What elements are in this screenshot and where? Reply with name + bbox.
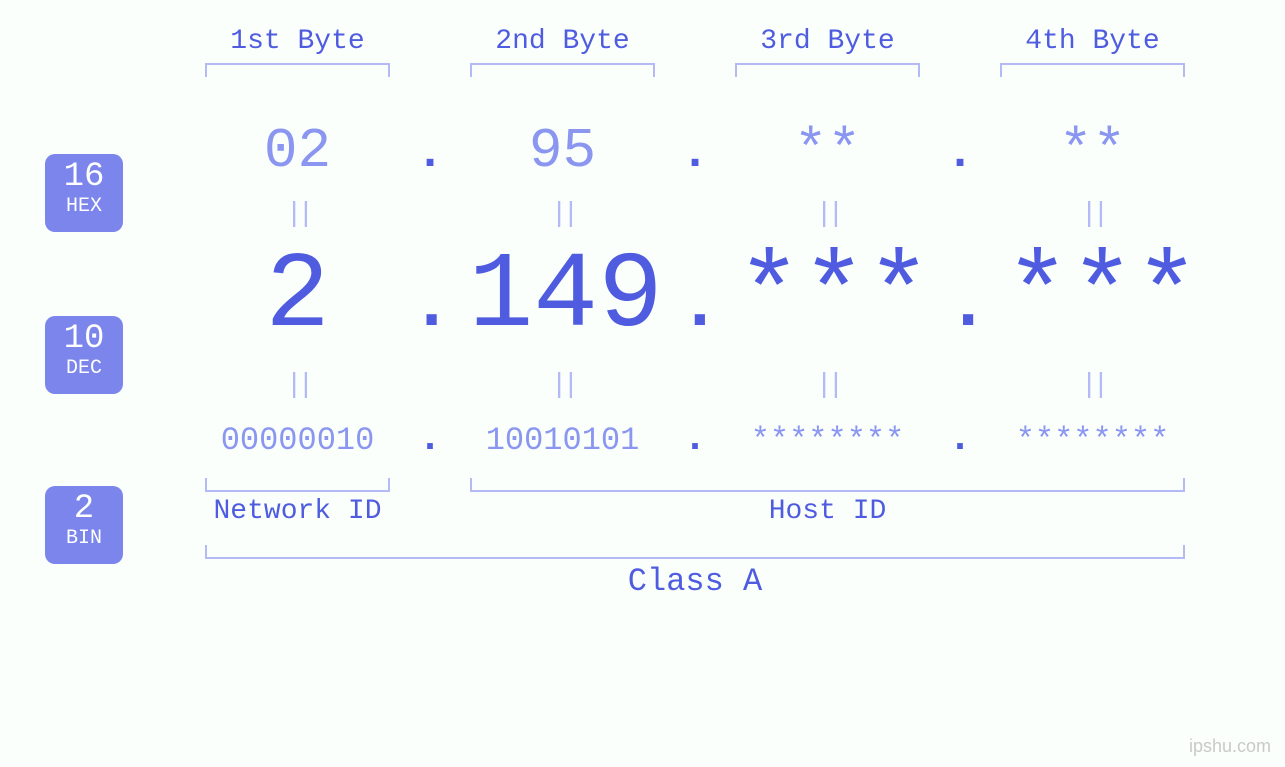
byte-header-1-label: 1st Byte xyxy=(185,26,410,57)
hex-byte-1: 02 xyxy=(185,119,410,183)
base-badge-bin: 2 BIN xyxy=(45,486,123,564)
host-id-bracket xyxy=(470,478,1185,492)
byte-header-2-label: 2nd Byte xyxy=(450,26,675,57)
bin-byte-2: 10010101 xyxy=(450,422,675,459)
hex-sep-3: . xyxy=(940,127,980,181)
base-badge-hex-num: 16 xyxy=(45,160,123,194)
network-id-label: Network ID xyxy=(185,496,410,527)
dec-byte-2: 149 xyxy=(453,236,678,358)
bin-byte-1: 00000010 xyxy=(185,422,410,459)
top-bracket-2 xyxy=(470,63,655,77)
dec-byte-3: *** xyxy=(721,236,946,358)
hex-byte-3: ** xyxy=(715,119,940,183)
equals-1-1: || xyxy=(185,199,410,230)
base-badge-dec: 10 DEC xyxy=(45,316,123,394)
base-badge-bin-label: BIN xyxy=(45,526,123,552)
bin-row: 00000010 . 10010101 . ******** . *******… xyxy=(185,417,1245,462)
equals-row-1: || || || || xyxy=(185,199,1245,230)
bin-sep-2: . xyxy=(675,417,715,462)
class-bracket xyxy=(205,545,1185,559)
base-badge-hex-label: HEX xyxy=(45,194,123,220)
hex-sep-1: . xyxy=(410,127,450,181)
base-badge-dec-label: DEC xyxy=(45,356,123,382)
equals-2-4: || xyxy=(980,370,1205,401)
byte-header-2: 2nd Byte xyxy=(450,26,675,77)
class-bracket-wrap: Class A xyxy=(185,545,1205,600)
base-badge-dec-num: 10 xyxy=(45,322,123,356)
hex-byte-4: ** xyxy=(980,119,1205,183)
dec-byte-4: *** xyxy=(990,236,1215,358)
dec-byte-1: 2 xyxy=(185,236,410,358)
base-badge-hex: 16 HEX xyxy=(45,154,123,232)
class-label: Class A xyxy=(185,563,1205,600)
byte-header-4-label: 4th Byte xyxy=(980,26,1205,57)
equals-1-4: || xyxy=(980,199,1205,230)
hex-sep-2: . xyxy=(675,127,715,181)
equals-1-2: || xyxy=(450,199,675,230)
bin-sep-1: . xyxy=(410,417,450,462)
base-badge-bin-num: 2 xyxy=(45,492,123,526)
bin-byte-4: ******** xyxy=(980,422,1205,459)
host-id-label: Host ID xyxy=(450,496,1205,527)
top-bracket-4 xyxy=(1000,63,1185,77)
equals-2-3: || xyxy=(715,370,940,401)
dec-sep-3: . xyxy=(946,265,989,347)
dec-sep-1: . xyxy=(410,265,453,347)
net-host-brackets: Network ID Host ID xyxy=(185,478,1245,527)
dec-sep-2: . xyxy=(678,265,721,347)
bin-byte-3: ******** xyxy=(715,422,940,459)
byte-header-3: 3rd Byte xyxy=(715,26,940,77)
byte-headers-row: 1st Byte 2nd Byte 3rd Byte 4th Byte xyxy=(185,26,1245,77)
equals-row-2: || || || || xyxy=(185,370,1245,401)
top-bracket-3 xyxy=(735,63,920,77)
bin-sep-3: . xyxy=(940,417,980,462)
equals-1-3: || xyxy=(715,199,940,230)
byte-header-4: 4th Byte xyxy=(980,26,1205,77)
diagram-root: 1st Byte 2nd Byte 3rd Byte 4th Byte 16 H… xyxy=(45,26,1245,600)
network-id-bracket xyxy=(205,478,390,492)
watermark: ipshu.com xyxy=(1189,736,1271,757)
top-bracket-1 xyxy=(205,63,390,77)
hex-byte-2: 95 xyxy=(450,119,675,183)
equals-2-1: || xyxy=(185,370,410,401)
equals-2-2: || xyxy=(450,370,675,401)
hex-row: 02 . 95 . ** . ** xyxy=(185,119,1245,183)
byte-header-1: 1st Byte xyxy=(185,26,410,77)
byte-header-3-label: 3rd Byte xyxy=(715,26,940,57)
dec-row: 2 . 149 . *** . *** xyxy=(185,236,1245,358)
